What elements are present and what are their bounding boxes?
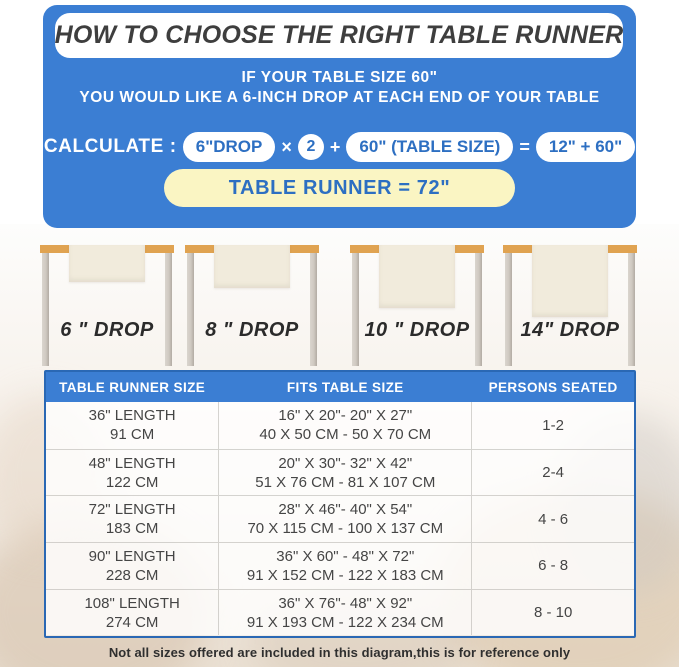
- fits-size-inches: 36" X 60" - 48" X 72": [276, 547, 415, 565]
- table-figure-14-drop: 14" DROP: [503, 245, 637, 366]
- table-leg: [628, 253, 635, 366]
- table-row: 36" LENGTH 91 CM 16" X 20"- 20" X 27" 40…: [46, 402, 634, 449]
- multiplier-circle: 2: [297, 134, 324, 160]
- subtitle: IF YOUR TABLE SIZE 60" YOU WOULD LIKE A …: [43, 68, 636, 108]
- column-header-runner-size: TABLE RUNNER SIZE: [59, 379, 206, 395]
- fits-size-cm: 40 X 50 CM - 50 X 70 CM: [259, 426, 432, 444]
- runner-size-cm: 91 CM: [110, 426, 155, 444]
- subtitle-line-1: IF YOUR TABLE SIZE 60": [241, 69, 438, 86]
- runner-size-inches: 36" LENGTH: [88, 407, 176, 425]
- table-row: 108" LENGTH 274 CM 36" X 76"- 48" X 92" …: [46, 588, 634, 636]
- disclaimer-footnote: Not all sizes offered are included in th…: [108, 645, 571, 660]
- runner-size-cm: 228 CM: [105, 566, 159, 584]
- column-header-persons-seated: PERSONS SEATED: [488, 379, 618, 395]
- size-chart-table: TABLE RUNNER SIZE FITS TABLE SIZE PERSON…: [44, 370, 636, 638]
- runner-size-cm: 274 CM: [105, 613, 159, 631]
- table-leg: [42, 253, 49, 366]
- plus-sign: +: [329, 136, 341, 157]
- drop-label: 8 " DROP: [205, 319, 299, 341]
- title-banner: HOW TO CHOOSE THE RIGHT TABLE RUNNER: [55, 13, 623, 58]
- runner-size-cm: 183 CM: [105, 520, 159, 538]
- runner-size-cell: 90" LENGTH 228 CM: [46, 543, 218, 589]
- drop-label: 6 " DROP: [60, 319, 154, 341]
- calculation-formula: CALCULATE : 6"DROP × 2 + 60" (TABLE SIZE…: [43, 132, 636, 162]
- equals-sign: =: [519, 136, 530, 157]
- persons-seated-cell: 8 - 10: [533, 604, 573, 622]
- table-row: 72" LENGTH 183 CM 28" X 46"- 40" X 54" 7…: [46, 495, 634, 543]
- table-leg: [187, 253, 194, 366]
- drop-label: 14" DROP: [520, 319, 620, 341]
- table-row: 48" LENGTH 122 CM 20" X 30"- 32" X 42" 5…: [46, 448, 634, 496]
- runner-size-cell: 72" LENGTH 183 CM: [46, 496, 218, 542]
- table-runner: [532, 245, 608, 317]
- fits-size-inches: 36" X 76"- 48" X 92": [278, 594, 413, 612]
- fits-size-inches: 20" X 30"- 32" X 42": [278, 454, 413, 472]
- sum-pill: 12" + 60": [535, 132, 636, 162]
- persons-seated-cell: 2-4: [542, 464, 564, 482]
- drop-value-pill: 6"DROP: [182, 132, 276, 162]
- runner-size-cm: 122 CM: [105, 473, 159, 491]
- multiply-sign: ×: [281, 136, 292, 157]
- persons-seated-cell: 4 - 6: [538, 510, 569, 528]
- runner-size-inches: 90" LENGTH: [88, 547, 176, 565]
- fits-size-cell: 28" X 46"- 40" X 54" 70 X 115 CM - 100 X…: [218, 496, 473, 543]
- fits-size-cell: 20" X 30"- 32" X 42" 51 X 76 CM - 81 X 1…: [218, 449, 473, 496]
- table-row: 90" LENGTH 228 CM 36" X 60" - 48" X 72" …: [46, 542, 634, 589]
- drop-illustrations: 6 " DROP 8 " DROP 10 " DROP 14" DROP: [0, 245, 679, 366]
- fits-size-cell: 16" X 20"- 20" X 27" 40 X 50 CM - 50 X 7…: [218, 402, 473, 449]
- calculate-label: CALCULATE :: [43, 136, 177, 157]
- runner-size-cell: 36" LENGTH 91 CM: [46, 402, 218, 449]
- runner-size-inches: 72" LENGTH: [88, 501, 176, 519]
- runner-size-cell: 108" LENGTH 274 CM: [46, 590, 218, 636]
- table-runner: [214, 245, 290, 288]
- fits-size-cell: 36" X 76"- 48" X 92" 91 X 193 CM - 122 X…: [218, 589, 473, 636]
- persons-seated-cell: 1-2: [542, 416, 564, 434]
- runner-size-inches: 108" LENGTH: [84, 594, 180, 612]
- fits-size-cell: 36" X 60" - 48" X 72" 91 X 152 CM - 122 …: [218, 543, 473, 589]
- table-figure-8-drop: 8 " DROP: [185, 245, 319, 366]
- subtitle-line-2: YOU WOULD LIKE A 6-INCH DROP AT EACH END…: [79, 89, 600, 106]
- table-figure-10-drop: 10 " DROP: [350, 245, 484, 366]
- instruction-panel: HOW TO CHOOSE THE RIGHT TABLE RUNNER IF …: [43, 5, 636, 228]
- fits-size-cm: 70 X 115 CM - 100 X 137 CM: [247, 520, 444, 538]
- fits-size-inches: 16" X 20"- 20" X 27": [278, 407, 413, 425]
- table-leg: [505, 253, 512, 366]
- table-runner: [379, 245, 455, 308]
- page-title: HOW TO CHOOSE THE RIGHT TABLE RUNNER: [54, 21, 624, 49]
- table-leg: [310, 253, 317, 366]
- drop-label: 10 " DROP: [364, 319, 470, 341]
- table-leg: [352, 253, 359, 366]
- fits-size-cm: 91 X 193 CM - 122 X 234 CM: [246, 613, 444, 631]
- column-header-fits-table-size: FITS TABLE SIZE: [286, 379, 404, 395]
- table-figure-6-drop: 6 " DROP: [40, 245, 174, 366]
- persons-seated-cell: 6 - 8: [538, 557, 569, 575]
- runner-size-inches: 48" LENGTH: [88, 454, 176, 472]
- table-size-pill: 60" (TABLE SIZE): [346, 132, 514, 162]
- result-banner: TABLE RUNNER = 72": [164, 169, 515, 207]
- fits-size-cm: 91 X 152 CM - 122 X 183 CM: [246, 566, 444, 584]
- table-leg: [165, 253, 172, 366]
- fits-size-inches: 28" X 46"- 40" X 54": [278, 501, 413, 519]
- size-chart-header-row: TABLE RUNNER SIZE FITS TABLE SIZE PERSON…: [46, 372, 634, 402]
- runner-size-cell: 48" LENGTH 122 CM: [46, 450, 218, 496]
- fits-size-cm: 51 X 76 CM - 81 X 107 CM: [255, 473, 436, 491]
- table-leg: [475, 253, 482, 366]
- table-runner: [69, 245, 145, 282]
